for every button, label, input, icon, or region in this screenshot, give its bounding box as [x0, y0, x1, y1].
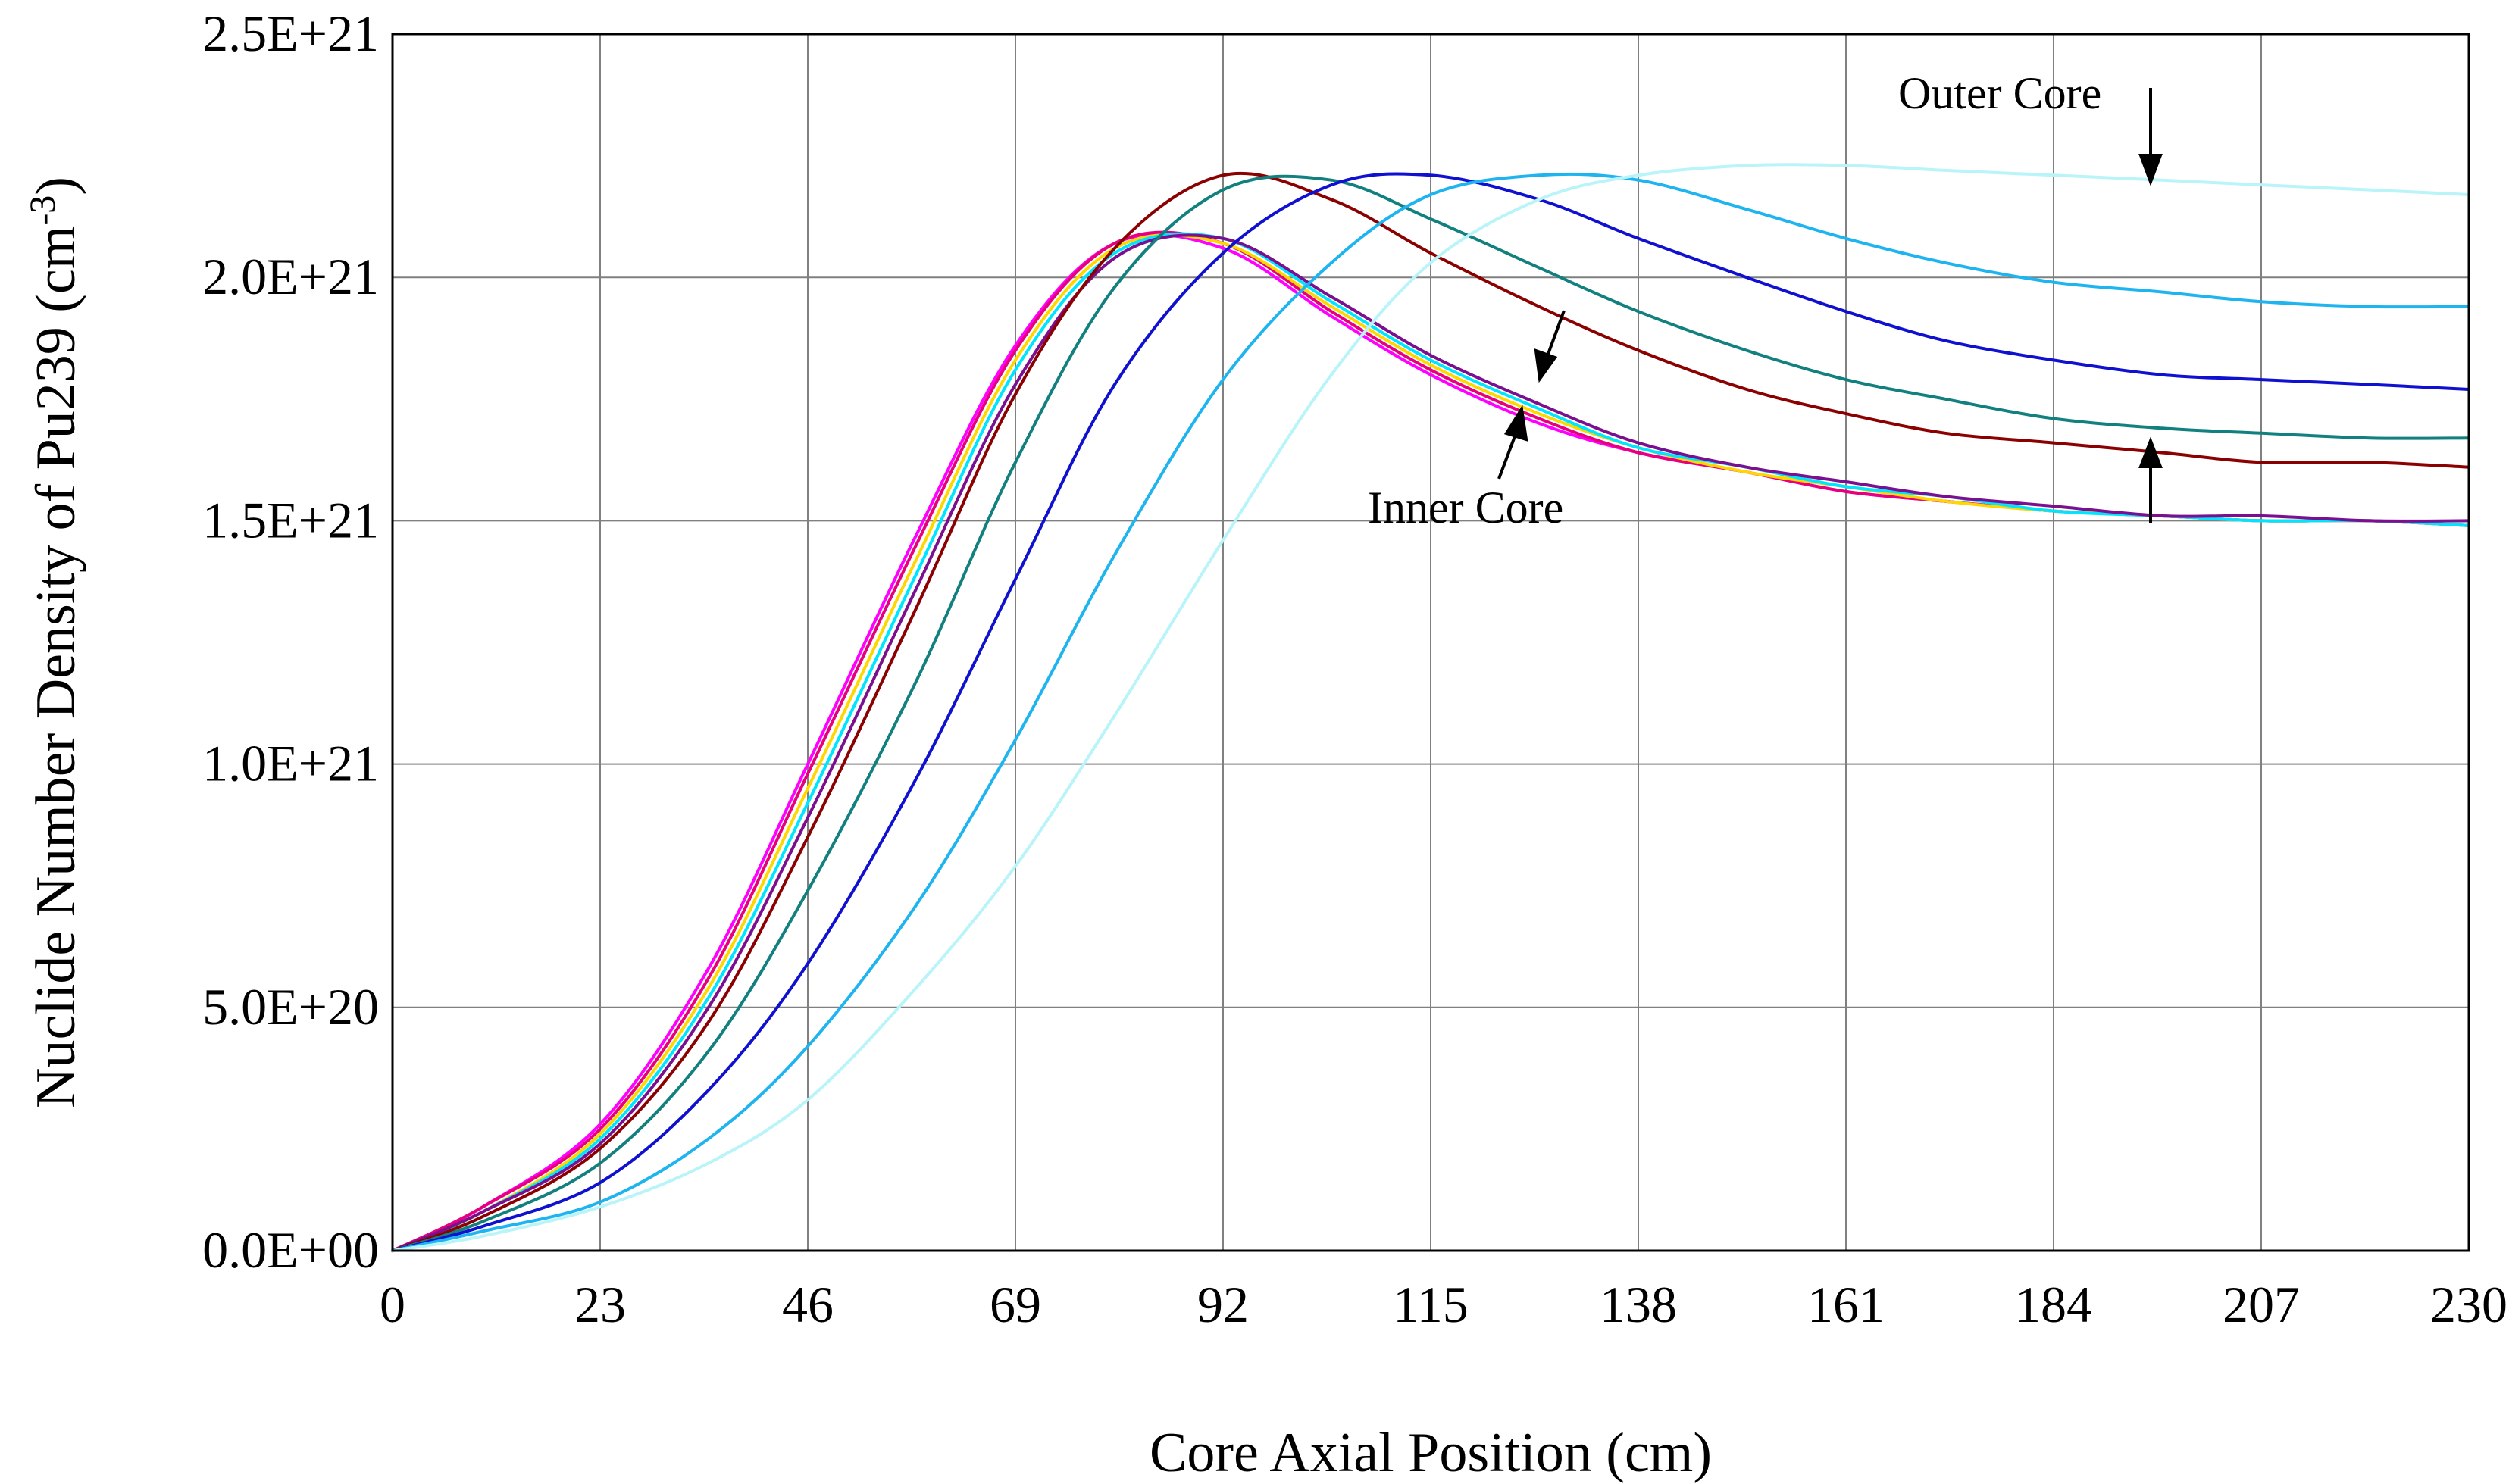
annotation-inner-core: Inner Core: [1368, 483, 1563, 533]
arrow-right-up-head: [2138, 436, 2163, 468]
y-axis-title-close: ): [25, 177, 87, 195]
x-tick-label: 207: [2223, 1276, 2300, 1333]
y-axis-title-main: Nuclide Number Density of Pu239 (cm: [25, 226, 87, 1108]
x-tick-label: 23: [574, 1276, 626, 1333]
series-line-middle-3: [391, 172, 2470, 1252]
series-line-outer-2: [391, 163, 2470, 1252]
annotation-arrows: [1497, 88, 2163, 523]
x-tick-label: 92: [1197, 1276, 1249, 1333]
series-line-middle-1: [391, 171, 2470, 1252]
series-line-outer-1: [391, 172, 2470, 1252]
y-tick-label: 2.0E+21: [202, 248, 379, 305]
y-tick-label: 1.5E+21: [202, 491, 379, 548]
plot-area-border: [391, 33, 2470, 1252]
y-tick-labels: 0.0E+00 5.0E+20 1.0E+21 1.5E+21 2.0E+21 2.5E+…: [202, 5, 379, 1279]
arrow-middle-down: [1546, 310, 1566, 357]
y-axis-title: Nuclide Number Density of Pu239 (cm-3): [23, 177, 87, 1108]
x-tick-label: 138: [1600, 1276, 1677, 1333]
x-tick-label: 0: [380, 1276, 405, 1333]
y-tick-label: 2.5E+21: [202, 5, 379, 62]
series-line-middle-2: [391, 174, 2470, 1252]
y-axis-title-exponent: -3: [23, 195, 63, 226]
x-axis-title: Core Axial Position (cm): [1150, 1422, 1712, 1484]
x-tick-label: 161: [1807, 1276, 1885, 1333]
x-tick-label: 184: [2015, 1276, 2092, 1333]
y-tick-label: 0.0E+00: [202, 1221, 379, 1279]
x-tick-labels: 0 23 46 69 92 115 138 161 184 207 230: [380, 1276, 2507, 1333]
arrow-outer-core-head: [2138, 154, 2163, 186]
y-tick-label: 5.0E+20: [202, 978, 379, 1036]
x-tick-label: 69: [990, 1276, 1041, 1333]
annotation-outer-core: Outer Core: [1898, 68, 2101, 118]
arrow-inner-up: [1497, 430, 1519, 480]
arrow-middle-down-head: [1534, 348, 1558, 383]
x-tick-label: 46: [782, 1276, 834, 1333]
x-tick-label: 230: [2430, 1276, 2507, 1333]
series-line-inner-5: [391, 233, 2470, 1252]
series-line-inner-4: [391, 232, 2470, 1252]
arrow-inner-up-head: [1503, 405, 1528, 442]
y-tick-label: 1.0E+21: [202, 735, 379, 792]
series-lines: [391, 163, 2470, 1252]
x-tick-label: 115: [1393, 1276, 1468, 1333]
